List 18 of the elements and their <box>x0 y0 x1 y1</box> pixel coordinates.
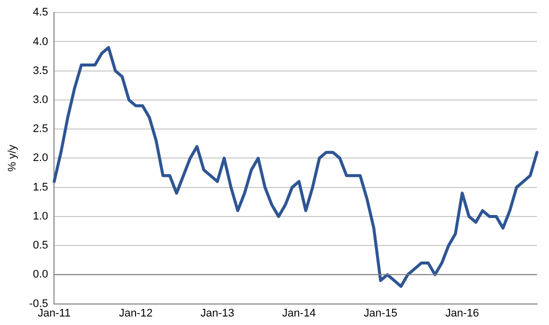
y-tick-label: 3.5 <box>32 64 48 77</box>
y-axis-title: % y/y <box>6 144 19 172</box>
x-tick-label: Jan-11 <box>38 307 71 320</box>
y-tick-label: 3.0 <box>32 94 48 106</box>
y-tick-label: 4.0 <box>32 36 48 48</box>
y-tick-label: 1.0 <box>32 210 48 222</box>
y-tick-label: -0.5 <box>29 298 48 310</box>
y-tick-label: 2.5 <box>32 123 48 136</box>
y-tick-label: 0.0 <box>32 268 48 281</box>
x-tick-label: Jan-12 <box>118 307 153 320</box>
x-tick-label: Jan-13 <box>200 307 234 320</box>
y-tick-label: 2.0 <box>32 152 48 164</box>
y-tick-label: 1.5 <box>32 181 48 194</box>
y-tick-label: 4.5 <box>32 6 48 19</box>
x-tick-label: Jan-15 <box>364 307 398 320</box>
y-tick-label: 0.5 <box>32 240 48 252</box>
x-tick-label: Jan-16 <box>445 307 480 320</box>
x-tick-label: Jan-14 <box>282 307 316 320</box>
